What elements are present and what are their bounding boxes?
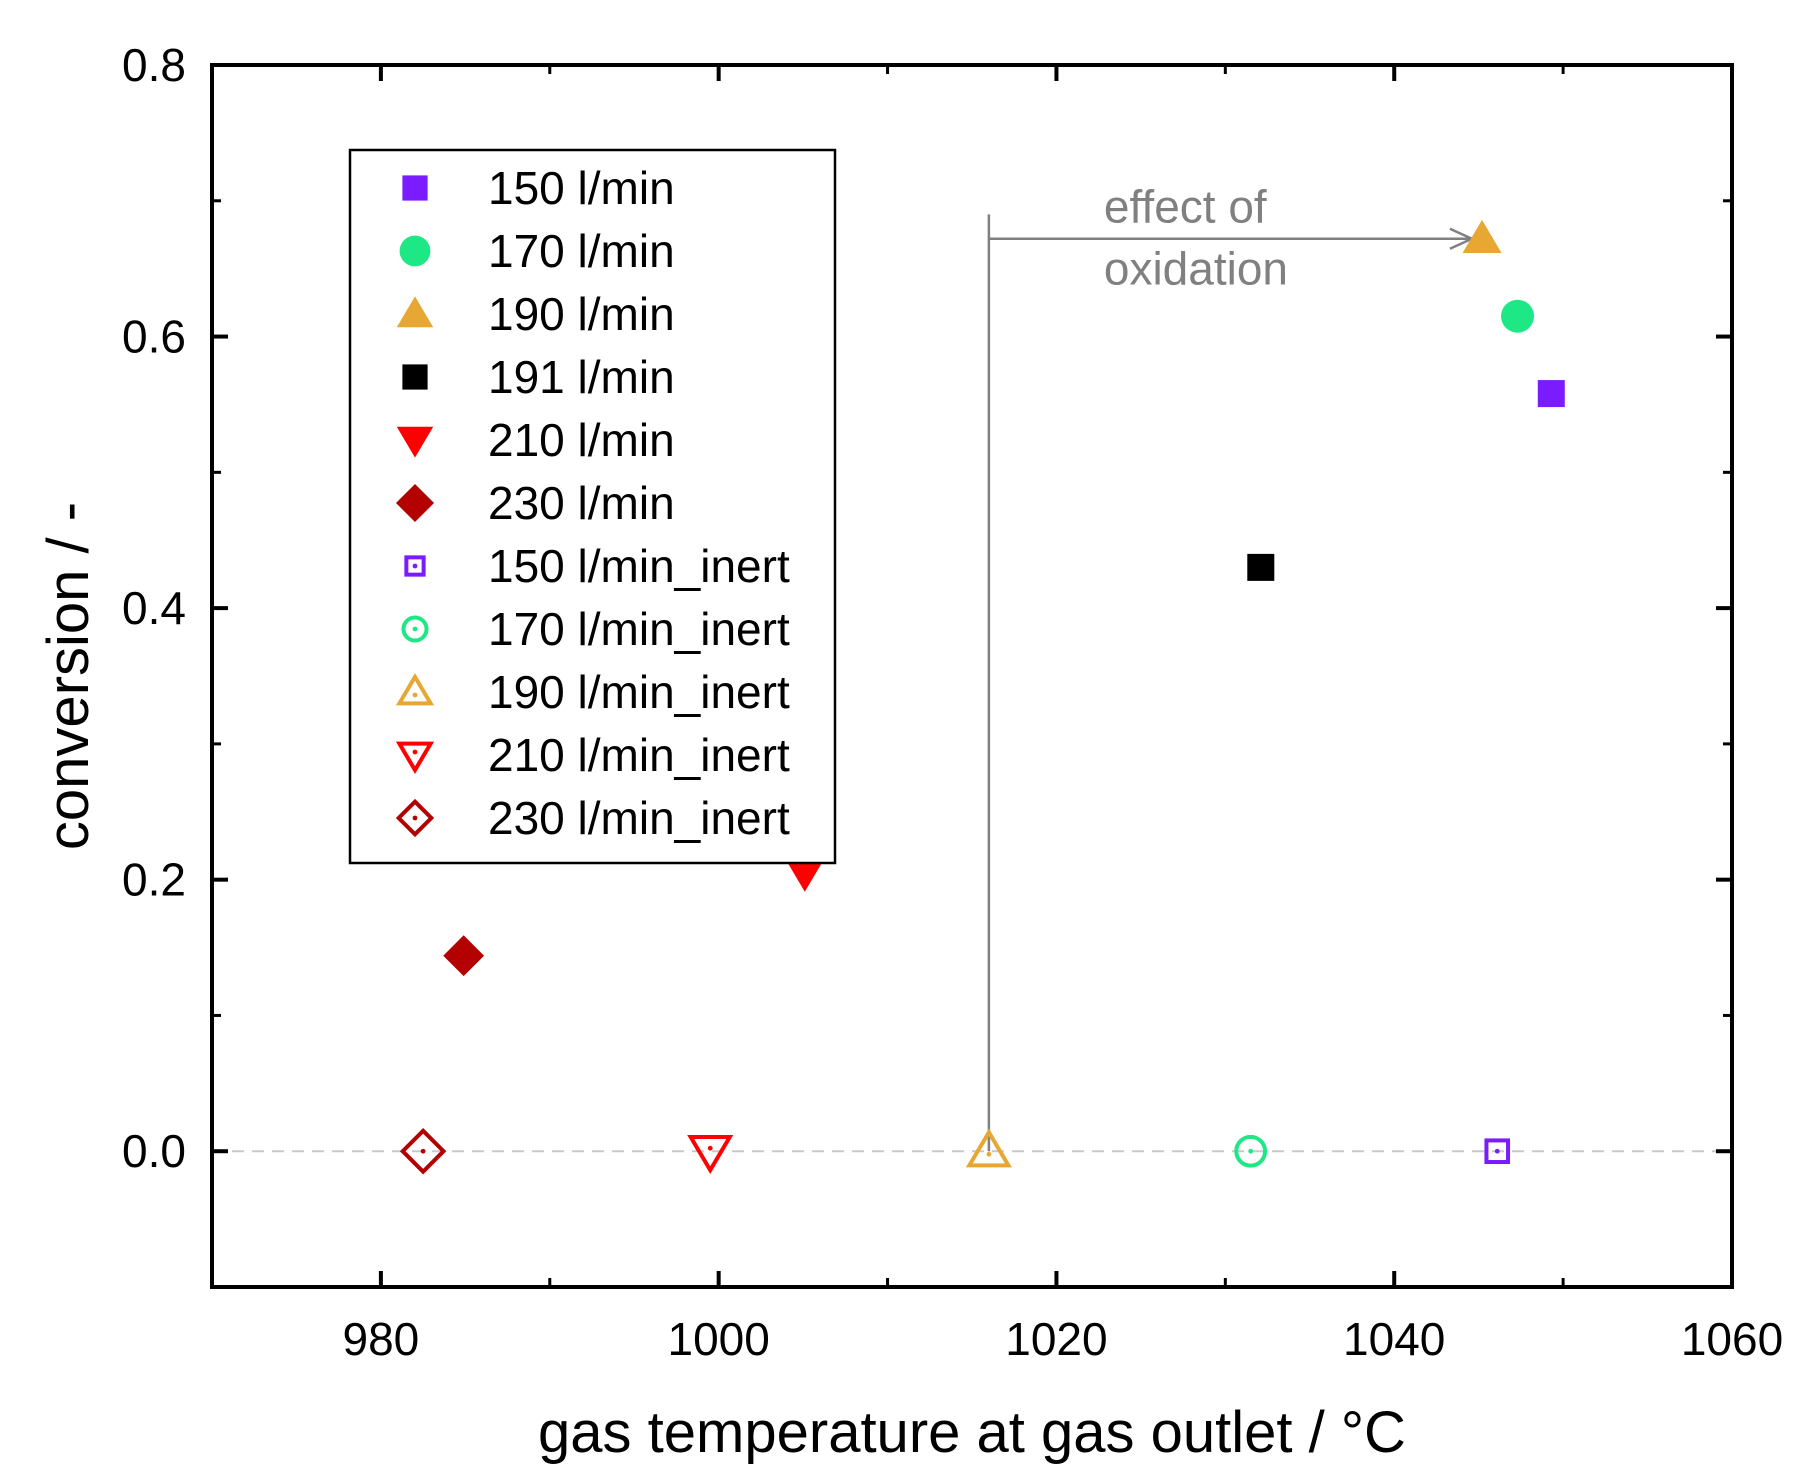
- x-tick-label: 1020: [1005, 1313, 1107, 1365]
- data-point-190-l-min: [1462, 219, 1502, 253]
- legend-marker: [395, 672, 435, 706]
- marker-shape: [402, 364, 428, 390]
- legend-label: 170 l/min: [488, 225, 675, 277]
- marker-shape: [396, 296, 434, 328]
- data-points: [399, 219, 1565, 1175]
- marker-shape: [395, 672, 435, 706]
- legend-marker: [396, 426, 434, 458]
- data-point-210-l-min-inert: [687, 1135, 734, 1175]
- legend-marker: [402, 364, 428, 390]
- marker-center-dot: [412, 563, 418, 569]
- data-point-170-l-min-inert: [1234, 1134, 1268, 1168]
- data-point-150-l-min: [1537, 380, 1565, 408]
- y-tick-label: 0.2: [122, 854, 186, 906]
- marker-shape: [687, 1135, 734, 1175]
- marker-shape: [404, 555, 426, 577]
- marker-center-dot: [412, 749, 418, 755]
- marker-shape: [965, 1128, 1012, 1168]
- y-tick-label: 0.4: [122, 582, 186, 634]
- marker-shape: [1247, 553, 1275, 581]
- legend-marker: [395, 741, 435, 775]
- marker-shape: [785, 858, 825, 892]
- legend-label: 190 l/min: [488, 288, 675, 340]
- marker-shape: [1234, 1134, 1268, 1168]
- legend-label: 190 l/min_inert: [488, 666, 790, 718]
- y-tick-label: 0.6: [122, 311, 186, 363]
- legend-label: 230 l/min: [488, 477, 675, 529]
- legend-label: 230 l/min_inert: [488, 792, 790, 844]
- marker-shape: [1484, 1138, 1511, 1165]
- marker-center-dot: [1248, 1148, 1254, 1154]
- marker-shape: [395, 798, 435, 838]
- marker-center-dot: [420, 1148, 426, 1154]
- marker-center-dot: [412, 626, 418, 632]
- marker-center-dot: [707, 1145, 713, 1151]
- plot-frame: [210, 63, 1734, 1289]
- marker-shape: [1501, 299, 1535, 333]
- legend-marker: [404, 555, 426, 577]
- x-tick-label: 1040: [1343, 1313, 1445, 1365]
- marker-center-dot: [1494, 1148, 1500, 1154]
- marker-shape: [399, 235, 431, 267]
- x-axis-title: gas temperature at gas outlet / °C: [538, 1400, 1406, 1465]
- marker-shape: [1462, 219, 1502, 253]
- axes: 980 1000 1020 1040 1060 0.0 0.2 0.4 0.6 0.8 gas te…: [36, 39, 1783, 1465]
- data-point-210-l-min: [785, 858, 825, 892]
- legend-marker: [402, 175, 428, 201]
- x-tick-label: 1000: [667, 1313, 769, 1365]
- y-axis-title: conversion / -: [36, 502, 101, 850]
- data-point-230-l-min: [443, 935, 485, 977]
- marker-center-dot: [412, 692, 418, 698]
- data-point-190-l-min-inert: [965, 1128, 1012, 1168]
- marker-center-dot: [412, 815, 418, 821]
- marker-shape: [401, 615, 429, 643]
- marker-shape: [1537, 380, 1565, 408]
- legend-marker: [395, 483, 435, 523]
- data-point-150-l-min-inert: [1484, 1138, 1511, 1165]
- annotations: effect of oxidation: [987, 180, 1475, 1152]
- marker-shape: [402, 175, 428, 201]
- legend: 150 l/min 170 l/min 190 l/min 191 l/min 210 …: [348, 148, 837, 865]
- legend-label: 191 l/min: [488, 351, 675, 403]
- data-point-230-l-min-inert: [399, 1127, 447, 1175]
- y-tick-label: 0.0: [122, 1125, 186, 1177]
- annotation-text: effect of: [1104, 180, 1267, 232]
- legend-label: 170 l/min_inert: [488, 603, 790, 655]
- legend-marker: [399, 235, 431, 267]
- data-point-170-l-min: [1501, 299, 1535, 333]
- marker-shape: [396, 426, 434, 458]
- y-tick-label: 0.8: [122, 39, 186, 91]
- marker-shape: [443, 935, 485, 977]
- legend-marker: [401, 615, 429, 643]
- marker-shape: [395, 741, 435, 775]
- legend-marker: [396, 296, 434, 328]
- marker-shape: [395, 483, 435, 523]
- marker-center-dot: [986, 1151, 992, 1157]
- data-point-191-l-min: [1247, 553, 1275, 581]
- x-tick-label: 980: [343, 1313, 420, 1365]
- legend-label: 150 l/min_inert: [488, 540, 790, 592]
- legend-label: 150 l/min: [488, 162, 675, 214]
- legend-label: 210 l/min_inert: [488, 729, 790, 781]
- marker-shape: [399, 1127, 447, 1175]
- x-tick-label: 1060: [1681, 1313, 1783, 1365]
- legend-marker: [395, 798, 435, 838]
- legend-label: 210 l/min: [488, 414, 675, 466]
- annotation-text: oxidation: [1104, 242, 1288, 294]
